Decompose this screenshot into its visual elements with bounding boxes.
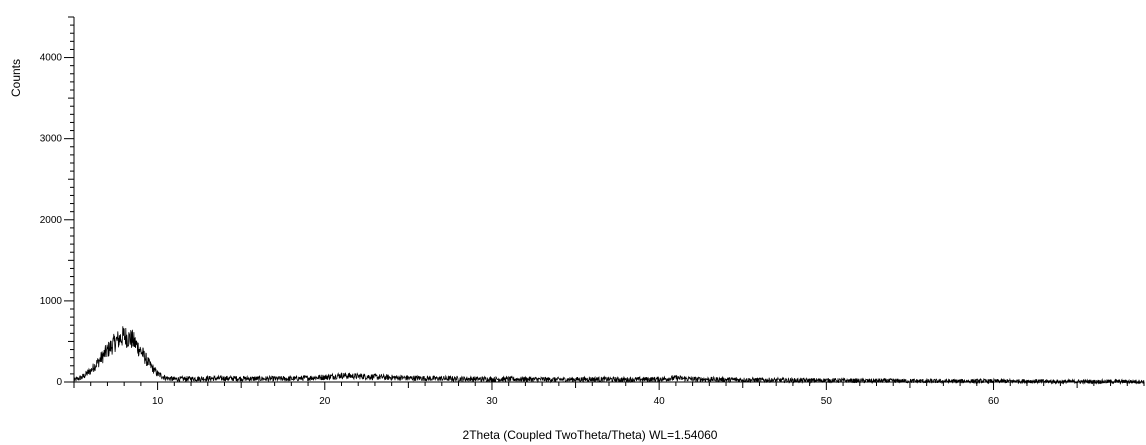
x-axis-title: 2Theta (Coupled TwoTheta/Theta) WL=1.540… bbox=[463, 428, 718, 442]
x-tick-label: 30 bbox=[486, 396, 498, 407]
y-tick-label: 2000 bbox=[40, 215, 63, 226]
x-tick-label: 10 bbox=[152, 396, 164, 407]
series-group bbox=[73, 326, 1145, 385]
axes bbox=[73, 17, 1144, 383]
y-tick-label: 4000 bbox=[40, 53, 63, 64]
ticks: 0 1000 2000 3000 4000 10 20 30 40 50 60 bbox=[40, 16, 1145, 407]
y-axis-title: Counts bbox=[9, 59, 23, 97]
x-tick-label: 50 bbox=[821, 396, 833, 407]
y-tick-label: 0 bbox=[56, 377, 62, 388]
x-tick-label: 20 bbox=[319, 396, 331, 407]
diffractogram-line bbox=[73, 326, 1145, 385]
y-tick-label: 3000 bbox=[40, 134, 63, 145]
x-tick-label: 40 bbox=[654, 396, 666, 407]
y-tick-label: 1000 bbox=[40, 296, 63, 307]
x-tick-label: 60 bbox=[988, 396, 1000, 407]
